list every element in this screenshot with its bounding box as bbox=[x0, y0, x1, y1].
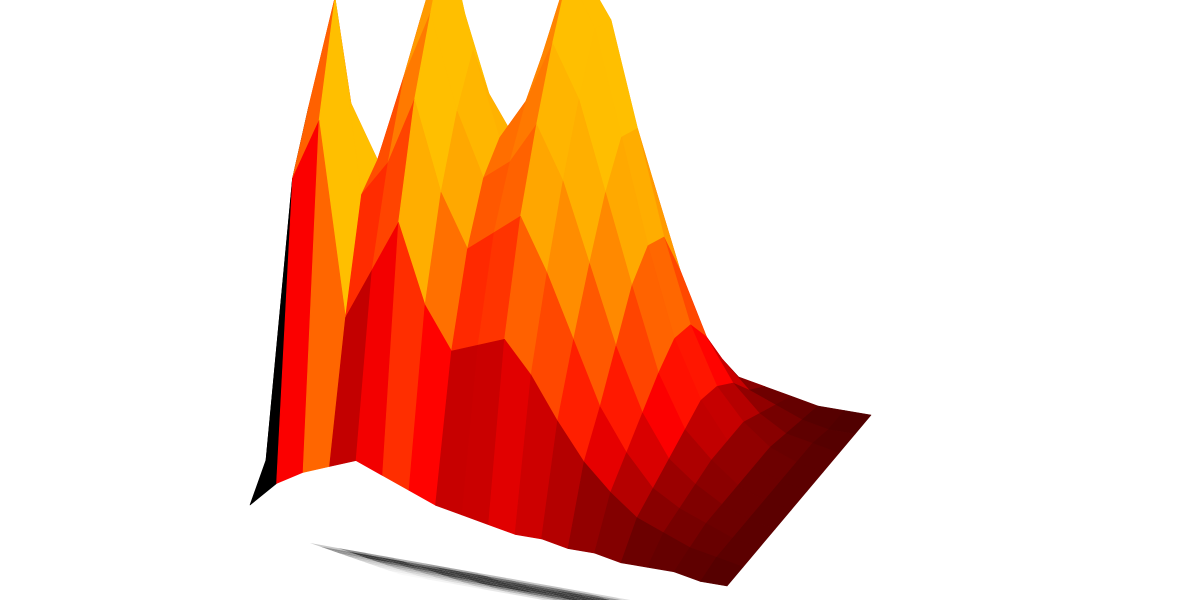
shadow-tile bbox=[504, 577, 543, 587]
shadow-tile bbox=[395, 563, 434, 572]
shadow-tile bbox=[598, 596, 621, 600]
shadow-tile bbox=[537, 593, 569, 600]
shadow-tile bbox=[501, 590, 540, 600]
shadow-tile bbox=[590, 598, 602, 600]
shadow-tile bbox=[616, 597, 631, 600]
shadow-tile bbox=[390, 571, 428, 580]
shadow-tile bbox=[425, 573, 464, 583]
shadow-tile bbox=[562, 593, 597, 600]
shadow-tile bbox=[580, 594, 610, 600]
shadow-tile bbox=[544, 591, 583, 600]
shadow-tile bbox=[421, 562, 460, 572]
shadow-tile bbox=[453, 578, 492, 588]
shadow-tile bbox=[542, 586, 581, 595]
shadow-tile bbox=[532, 582, 571, 591]
shadow-tile bbox=[367, 558, 406, 567]
shadow-tile bbox=[387, 565, 426, 574]
shadow-tile bbox=[519, 592, 555, 600]
shadow-tile bbox=[350, 557, 388, 566]
shadow-tile bbox=[435, 577, 474, 586]
shadow-tile bbox=[461, 576, 500, 586]
shadow-tile bbox=[499, 585, 537, 594]
shadow-tile bbox=[337, 548, 376, 557]
shadow-tile bbox=[459, 571, 497, 580]
shadow-tile bbox=[481, 583, 520, 593]
shadow-tile bbox=[572, 596, 592, 600]
shadow-tile bbox=[588, 592, 624, 600]
shadow-tile bbox=[534, 588, 573, 597]
surface-mesh-layer bbox=[249, 0, 872, 587]
shadow-tile bbox=[375, 556, 414, 565]
shadow-tile bbox=[529, 595, 554, 600]
shadow-tile bbox=[403, 561, 442, 570]
shadow-tile bbox=[310, 543, 348, 552]
shadow-tile bbox=[380, 567, 418, 576]
shadow-tile bbox=[433, 571, 472, 581]
shadow-tile bbox=[407, 572, 446, 581]
shadow-tile bbox=[552, 589, 591, 598]
shadow-tile bbox=[473, 585, 512, 595]
shadow-tile bbox=[491, 587, 530, 596]
shadow-tile bbox=[340, 553, 378, 562]
shadow-tile bbox=[570, 591, 609, 600]
shadow-tile bbox=[365, 552, 404, 562]
shadow-tile bbox=[479, 578, 517, 587]
shadow-tile bbox=[477, 572, 515, 582]
shadow-tile bbox=[393, 557, 432, 567]
shadow-tile bbox=[413, 564, 452, 574]
shadow-tile bbox=[449, 567, 487, 577]
shadow-tile bbox=[397, 569, 436, 578]
shadow-tile bbox=[489, 581, 527, 591]
shadow-tile bbox=[443, 575, 482, 584]
shadow-tile bbox=[509, 588, 547, 598]
shadow-tile bbox=[463, 582, 502, 591]
shadow-tile bbox=[347, 551, 386, 560]
shadow-tile bbox=[560, 587, 599, 596]
surface-facet bbox=[700, 556, 744, 587]
shadow-tile bbox=[360, 560, 398, 569]
shadow-tile bbox=[527, 590, 565, 599]
shadow-tile bbox=[445, 580, 484, 590]
shadow-tile bbox=[554, 595, 583, 600]
shadow-tile bbox=[507, 583, 545, 592]
shadow-tile bbox=[547, 597, 563, 600]
shadow-tile bbox=[415, 570, 454, 579]
shadow-tile bbox=[497, 579, 535, 589]
shadow-tile bbox=[524, 584, 563, 594]
shadow-tile bbox=[514, 581, 553, 590]
shadow-tile bbox=[330, 550, 368, 559]
shadow-tile bbox=[320, 546, 358, 555]
ground-shadow-layer bbox=[310, 543, 631, 600]
shadow-tile bbox=[471, 580, 510, 589]
shadow-tile bbox=[451, 573, 490, 582]
shadow-tile bbox=[417, 576, 456, 585]
shadow-tile bbox=[487, 576, 525, 585]
shadow-tile bbox=[370, 564, 408, 573]
shadow-tile bbox=[405, 566, 444, 576]
shadow-tile bbox=[357, 555, 396, 564]
shadow-tile bbox=[469, 574, 507, 584]
shadow-tile bbox=[517, 586, 555, 596]
shadow-tile bbox=[377, 562, 416, 571]
shadow-tile bbox=[423, 568, 462, 577]
shadow-tile bbox=[441, 569, 480, 579]
shadow-tile bbox=[385, 559, 424, 569]
shadow-tile bbox=[431, 566, 470, 575]
